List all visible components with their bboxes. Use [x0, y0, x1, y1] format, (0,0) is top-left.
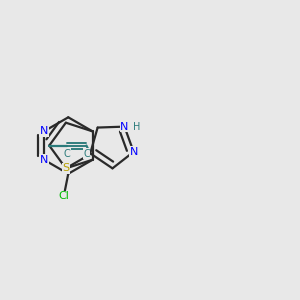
Text: Cl: Cl — [58, 191, 69, 201]
Text: N: N — [40, 126, 48, 136]
Text: N: N — [40, 155, 48, 165]
Text: C: C — [64, 149, 70, 159]
Text: N: N — [129, 147, 138, 157]
Text: H: H — [133, 122, 141, 132]
Text: C: C — [83, 149, 90, 159]
Text: S: S — [62, 164, 69, 173]
Text: N: N — [120, 122, 129, 132]
